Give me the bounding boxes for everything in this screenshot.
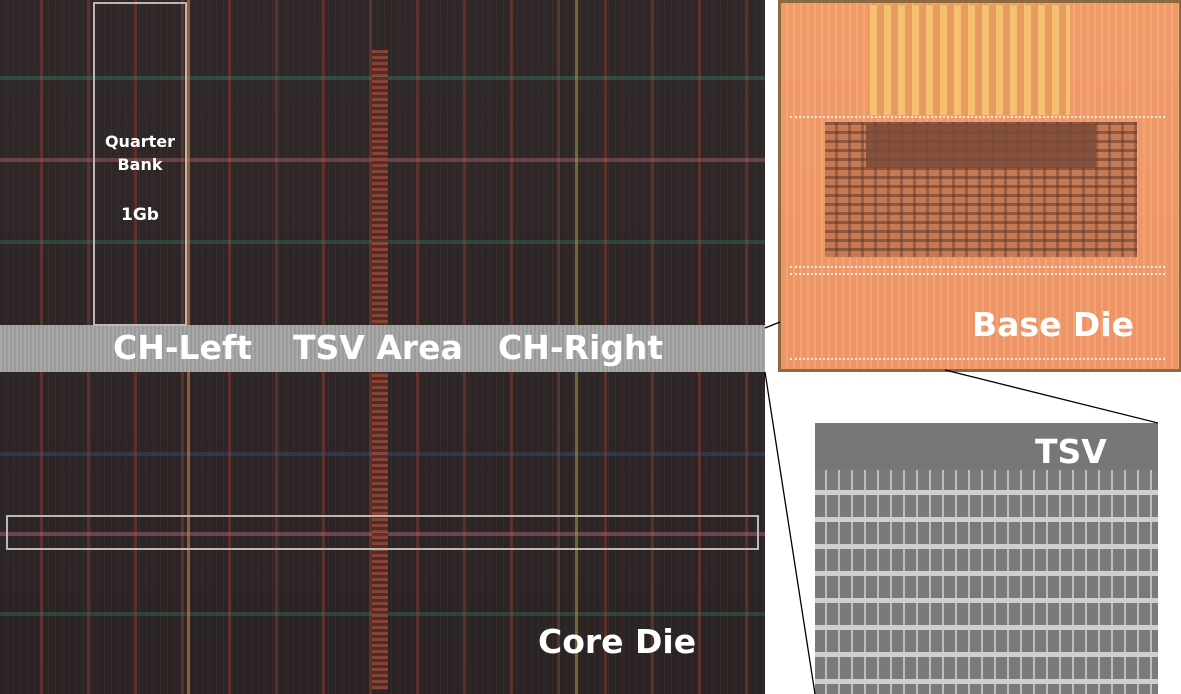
tsv-band (0, 325, 765, 372)
base-die-pad-row (790, 273, 1165, 275)
base-die-pad-row (790, 358, 1165, 360)
tsv-label: TSV (1035, 432, 1107, 471)
tsv-area-label: TSV Area (293, 328, 463, 367)
zoom-line (764, 321, 781, 329)
tsv-sem-rows (815, 470, 1158, 694)
quarter-label: Quarter (104, 132, 176, 151)
zoom-line (944, 369, 1159, 424)
row-highlight-box (6, 515, 759, 550)
quarter-bank-box (93, 2, 187, 326)
bank-label: Bank (117, 155, 163, 174)
ch-left-label: CH-Left (113, 328, 253, 367)
base-die-inner-block (866, 124, 1096, 168)
base-die-pad-row (790, 266, 1165, 268)
base-die-pad-row (790, 116, 1165, 118)
zoom-line (764, 371, 816, 694)
ch-right-label: CH-Right (498, 328, 664, 367)
base-die-stripes (870, 5, 1070, 115)
capacity-label: 1Gb (121, 205, 159, 225)
base-die-label: Base Die (972, 305, 1135, 344)
core-die-label: Core Die (538, 622, 697, 661)
